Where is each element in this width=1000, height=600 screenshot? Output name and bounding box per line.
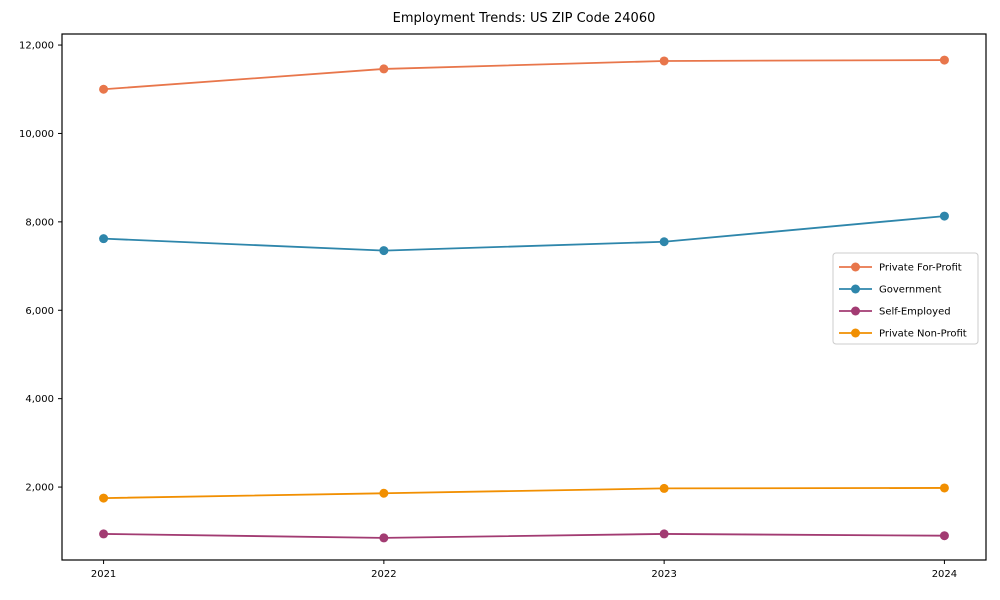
legend-marker-icon: [851, 262, 860, 272]
data-point-marker-self-employed: [939, 531, 949, 541]
data-point-marker-government: [379, 246, 389, 256]
legend-item-label: Private Non-Profit: [879, 329, 967, 340]
legend-marker-icon: [851, 328, 860, 338]
legend-marker-icon: [851, 306, 860, 316]
data-point-marker-self-employed: [99, 529, 109, 539]
legend-item-label: Self-Employed: [879, 307, 951, 318]
legend-item-self-employed: Self-Employed: [839, 306, 951, 318]
data-point-marker-private-non-profit: [939, 483, 949, 493]
legend-item-private-for-profit: Private For-Profit: [839, 262, 962, 274]
data-point-marker-government: [939, 211, 949, 221]
y-axis-tick-label: 8,000: [25, 217, 54, 228]
legend-item-private-non-profit: Private Non-Profit: [839, 328, 967, 340]
x-axis-tick-label: 2023: [651, 569, 676, 580]
legend-item-label: Government: [879, 285, 941, 296]
data-point-marker-government: [99, 234, 109, 244]
x-axis-tick-label: 2021: [91, 569, 116, 580]
data-point-marker-private-non-profit: [659, 483, 669, 493]
data-point-marker-self-employed: [379, 533, 389, 543]
data-point-marker-private-for-profit: [659, 56, 669, 66]
series-line-self-employed: [103, 533, 945, 539]
legend-box: [832, 252, 979, 345]
data-point-marker-private-for-profit: [939, 55, 949, 65]
series-line-government: [103, 215, 945, 252]
legend-marker-icon: [851, 284, 860, 294]
legend: Private For-Profit Government Self-Employe…: [832, 252, 979, 345]
data-point-marker-government: [659, 237, 669, 247]
data-point-marker-private-non-profit: [379, 488, 389, 498]
data-point-marker-private-non-profit: [99, 493, 109, 503]
y-axis-tick-label: 2,000: [25, 483, 54, 494]
y-axis-tick-label: 12,000: [19, 41, 54, 52]
chart-title: Employment Trends: US ZIP Code 24060: [392, 11, 656, 26]
data-point-marker-private-for-profit: [379, 64, 389, 74]
data-point-marker-private-for-profit: [99, 84, 109, 94]
y-axis-tick-label: 4,000: [25, 394, 54, 405]
legend-item-label: Private For-Profit: [879, 263, 962, 274]
y-axis-tick-label: 10,000: [19, 129, 54, 140]
legend-item-government: Government: [839, 284, 941, 296]
x-axis-tick-label: 2024: [932, 569, 957, 580]
series-line-private-non-profit: [103, 487, 945, 500]
y-axis-tick-label: 6,000: [25, 306, 54, 317]
plot-frame: [61, 33, 987, 561]
data-point-marker-self-employed: [659, 529, 669, 539]
x-axis-tick-label: 2022: [371, 569, 396, 580]
series-line-private-for-profit: [103, 59, 945, 91]
